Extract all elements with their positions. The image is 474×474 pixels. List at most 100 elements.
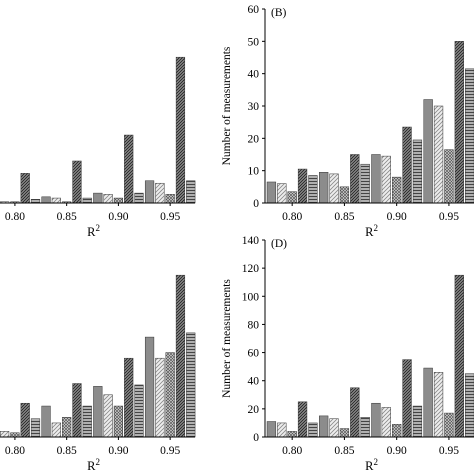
bar-0.85-series-3	[339, 186, 350, 204]
bar-0.95-series-5	[186, 180, 196, 204]
bar-0.95-series-2	[433, 372, 444, 438]
x-axis-label-base: R	[365, 459, 374, 473]
bar-0.95-series-1	[423, 99, 433, 204]
y-tick-label-40: 40	[248, 376, 260, 388]
bar-0.80-series-5	[308, 175, 318, 204]
y-tick-label-30: 30	[248, 101, 260, 113]
x-axis-label-base: R	[365, 225, 374, 239]
x-tick-label-0.95: 0.95	[160, 445, 180, 457]
bar-0.85-series-1	[41, 196, 51, 204]
bar-0.80-series-1	[266, 181, 277, 204]
bar-0.95-series-5	[186, 332, 196, 438]
y-tick-label-0: 0	[253, 198, 259, 210]
panel-label: (D)	[271, 238, 287, 250]
bar-0.90-series-4	[402, 126, 412, 204]
bar-0.85-series-4	[350, 387, 360, 438]
x-tick-label-0.80: 0.80	[282, 211, 302, 223]
bar-0.95-series-5	[465, 68, 474, 204]
bar-0.95-series-4	[175, 274, 186, 438]
bar-0.90-series-5	[134, 192, 144, 204]
bar-0.90-series-4	[124, 134, 134, 204]
bar-0.90-series-2	[381, 407, 391, 438]
bar-0.90-series-3	[392, 176, 402, 204]
bar-0.80-series-4	[20, 402, 30, 438]
y-tick-label-60: 60	[248, 4, 260, 16]
y-tick-label-120: 120	[242, 263, 260, 275]
bar-0.85-series-2	[329, 173, 339, 204]
bar-0.85-series-4	[72, 383, 82, 438]
y-tick-label-0: 0	[253, 432, 259, 444]
bar-0.80-series-4	[297, 401, 308, 438]
bar-0.85-series-2	[51, 422, 61, 438]
x-axis-label: R2	[87, 223, 100, 239]
x-tick-label-0.85: 0.85	[57, 211, 77, 223]
bar-0.80-series-5	[30, 199, 41, 204]
bar-0.95-series-5	[465, 373, 474, 438]
bar-0.85-series-1	[41, 405, 51, 438]
bar-0.90-series-1	[93, 192, 103, 204]
bar-0.85-series-3	[62, 417, 72, 438]
bar-0.90-series-2	[381, 155, 391, 204]
x-tick-label-0.80: 0.80	[282, 445, 302, 457]
bar-0.95-series-3	[165, 194, 175, 204]
y-axis-title: Number of measurements	[221, 46, 233, 165]
bar-0.85-series-2	[51, 197, 61, 204]
bar-0.90-series-3	[113, 405, 123, 438]
bar-0.85-series-5	[360, 163, 370, 204]
y-tick-label-140: 140	[242, 235, 260, 247]
bar-0.80-series-2	[277, 183, 287, 204]
bar-0.90-series-1	[371, 402, 381, 438]
bar-0.90-series-3	[113, 197, 123, 204]
bar-0.90-series-1	[93, 386, 103, 438]
panel-3: 0.80 0.85 0.90 0.95 R2	[0, 274, 196, 473]
x-tick-label-0.90: 0.90	[108, 211, 128, 223]
bar-0.80-series-2	[277, 422, 287, 438]
bar-0.95-series-3	[444, 149, 454, 204]
x-tick-label-0.95: 0.95	[160, 211, 180, 223]
bar-0.85-series-1	[319, 415, 329, 438]
x-axis-label: R2	[87, 457, 100, 473]
x-tick-label-0.80: 0.80	[5, 445, 25, 457]
bar-0.95-series-1	[144, 336, 155, 438]
panel-4: 0.80 0.85 0.90 0.95R2020406080100120140Numb…	[221, 235, 474, 473]
bar-0.95-series-1	[144, 180, 155, 204]
bar-0.90-series-5	[134, 384, 144, 438]
bar-0.95-series-4	[454, 41, 464, 204]
bar-0.95-series-4	[454, 274, 464, 438]
x-tick-label-0.95: 0.95	[439, 211, 459, 223]
x-tick-label-0.95: 0.95	[439, 445, 459, 457]
bar-0.95-series-3	[165, 352, 175, 438]
y-tick-label-50: 50	[248, 36, 260, 48]
bar-0.80-series-5	[308, 422, 318, 438]
bar-0.85-series-5	[82, 197, 92, 204]
x-tick-label-0.85: 0.85	[334, 211, 354, 223]
bar-0.90-series-4	[124, 357, 134, 438]
bar-0.90-series-2	[103, 194, 113, 204]
y-tick-label-40: 40	[248, 69, 260, 81]
panel-1: 0.80 0.85 0.90 0.95 R2	[0, 56, 196, 239]
x-tick-label-0.85: 0.85	[334, 445, 354, 457]
x-tick-label-0.80: 0.80	[5, 211, 25, 223]
bar-0.90-series-1	[371, 154, 381, 204]
bar-0.90-series-4	[402, 359, 412, 438]
bar-0.95-series-2	[433, 105, 444, 204]
x-axis-label-superscript: 2	[95, 223, 100, 233]
bar-0.90-series-5	[412, 405, 423, 438]
bar-0.80-series-2	[0, 431, 10, 438]
bar-0.80-series-3	[287, 431, 297, 438]
x-tick-label-0.85: 0.85	[57, 445, 77, 457]
bar-0.85-series-1	[319, 172, 329, 204]
x-axis-label: R2	[365, 223, 378, 239]
bar-0.95-series-2	[155, 357, 165, 438]
x-tick-label-0.90: 0.90	[108, 445, 128, 457]
bar-0.90-series-5	[412, 139, 423, 204]
y-tick-label-60: 60	[248, 348, 260, 360]
x-axis-label: R2	[365, 457, 378, 473]
bar-0.80-series-5	[30, 418, 41, 438]
bar-0.85-series-4	[350, 154, 360, 204]
bar-0.85-series-4	[72, 160, 82, 204]
y-axis-title: Number of measurements	[221, 279, 233, 398]
bar-0.80-series-4	[20, 173, 30, 204]
